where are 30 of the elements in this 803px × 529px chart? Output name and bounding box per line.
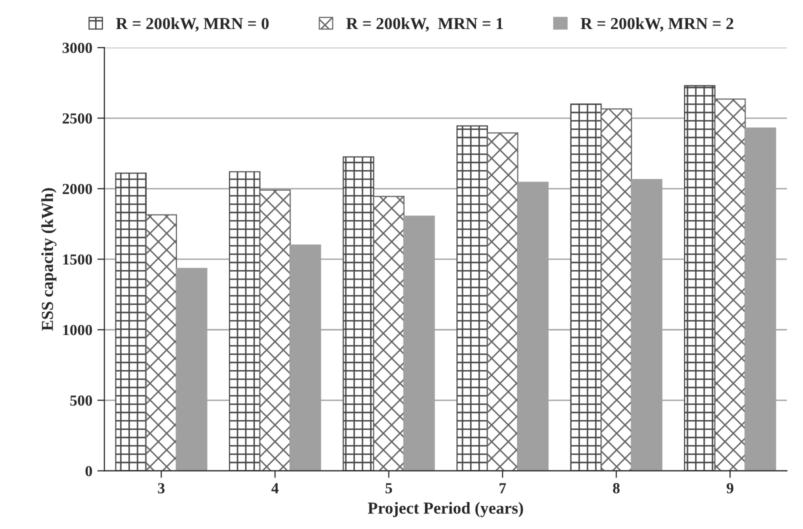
bar — [373, 196, 405, 471]
bar — [600, 108, 632, 471]
bar — [342, 156, 374, 471]
y-tick-label: 500 — [70, 395, 92, 406]
y-tick-label: 1000 — [63, 324, 92, 336]
x-tick-label: 9 — [726, 483, 734, 494]
bar — [146, 214, 177, 471]
bar — [486, 132, 518, 471]
y-axis-title: ESS capacity (kWh) — [41, 188, 56, 331]
bar — [259, 190, 291, 471]
bar — [228, 171, 260, 471]
x-tick-label: 3 — [158, 483, 165, 494]
bar — [456, 125, 488, 471]
y-tick-label: 2500 — [62, 113, 92, 124]
bar — [570, 103, 602, 471]
y-tick-label: 0 — [86, 466, 92, 476]
x-axis-title: Project Period (years) — [368, 502, 523, 518]
y-tick-label: 1500 — [63, 254, 92, 265]
x-tick-label: 8 — [612, 483, 620, 494]
legend-label: R = 200kW, MRN = 0 — [116, 17, 269, 32]
x-tick-label: 5 — [386, 483, 392, 494]
x-tick-label: 7 — [500, 483, 506, 494]
x-tick-label: 4 — [271, 483, 279, 494]
y-tick-label: 3000 — [62, 42, 92, 54]
y-tick-label: 2000 — [62, 184, 92, 194]
bar — [714, 98, 746, 471]
bar — [684, 85, 716, 471]
legend-label: R = 200kW, MRN = 1 — [346, 17, 503, 32]
bar — [115, 172, 147, 471]
legend-label: R = 200kW, MRN = 2 — [580, 17, 734, 32]
